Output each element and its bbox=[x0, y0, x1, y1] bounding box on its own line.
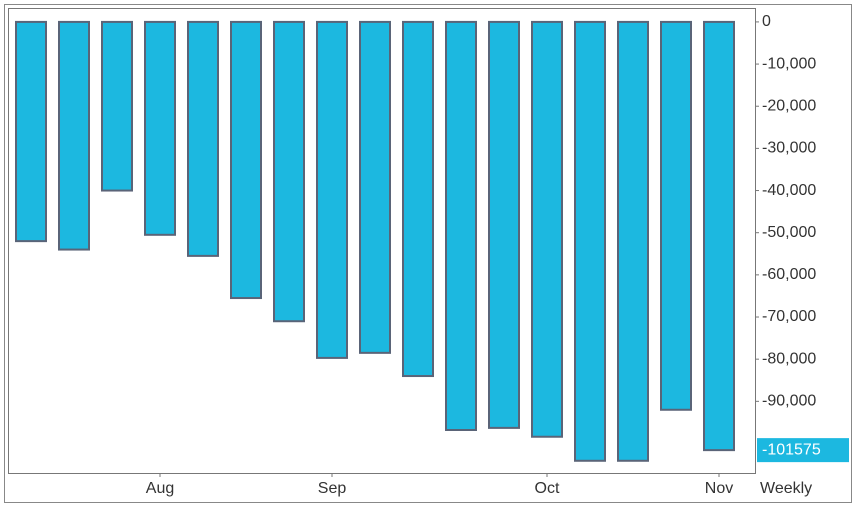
y-tick-label: -70,000 bbox=[762, 308, 816, 325]
bar bbox=[445, 20, 477, 431]
bar bbox=[617, 20, 649, 462]
y-tick-label: -10,000 bbox=[762, 55, 816, 72]
bar bbox=[187, 20, 219, 257]
bar bbox=[273, 20, 305, 323]
plot-frame bbox=[8, 8, 756, 474]
y-tick-label: 0 bbox=[762, 13, 771, 30]
y-tick-label: -20,000 bbox=[762, 97, 816, 114]
y-tick-label: -80,000 bbox=[762, 350, 816, 367]
bar bbox=[402, 20, 434, 378]
bar bbox=[101, 20, 133, 192]
y-tick-label: -30,000 bbox=[762, 140, 816, 157]
x-tick-label: Nov bbox=[705, 480, 733, 497]
y-tick-label: -50,000 bbox=[762, 224, 816, 241]
bar bbox=[488, 20, 520, 429]
x-tick-label: Oct bbox=[535, 480, 560, 497]
bar bbox=[316, 20, 348, 359]
bar bbox=[703, 20, 735, 452]
bar bbox=[660, 20, 692, 411]
bar bbox=[574, 20, 606, 462]
y-tick-label: -60,000 bbox=[762, 266, 816, 283]
bar bbox=[144, 20, 176, 236]
y-tick-label: -40,000 bbox=[762, 182, 816, 199]
bar bbox=[531, 20, 563, 438]
last-value-box bbox=[757, 438, 849, 463]
bar bbox=[359, 20, 391, 354]
x-axis-label: Weekly bbox=[760, 480, 812, 497]
x-tick-label: Sep bbox=[318, 480, 347, 497]
last-value-label: -101575 bbox=[762, 441, 821, 458]
x-tick-label: Aug bbox=[146, 480, 174, 497]
bar bbox=[58, 20, 90, 251]
bar bbox=[230, 20, 262, 300]
y-tick-label: -90,000 bbox=[762, 393, 816, 410]
bar bbox=[15, 20, 47, 243]
